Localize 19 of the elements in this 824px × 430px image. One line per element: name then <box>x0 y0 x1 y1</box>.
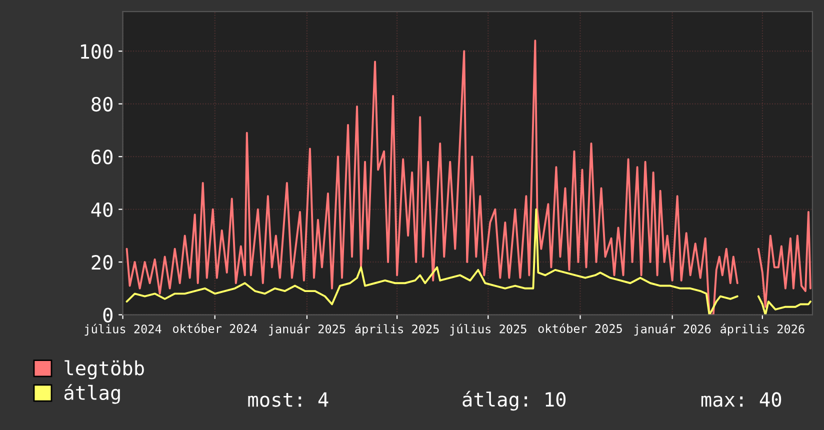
x-tick-label: október 2024 <box>173 323 257 333</box>
text: átlag: 10 <box>462 390 566 411</box>
x-tick-label: április 2025 <box>355 324 439 336</box>
text: most: 4 <box>248 392 328 407</box>
legend-label: átlag <box>64 384 120 404</box>
y-tick-label: 0 <box>103 308 112 322</box>
x-tick-label: április 2026 <box>720 324 804 336</box>
x-tick-label: január 2026 <box>634 324 711 336</box>
x-tick-label: július 2025 <box>450 324 526 336</box>
y-tick-label: 80 <box>92 96 112 112</box>
x-tick-label: október 2025 <box>538 323 622 333</box>
y-tick-label: 100 <box>80 44 112 59</box>
x-tick-label: január 2025 <box>268 324 346 336</box>
y-tick-label: 40 <box>91 202 112 218</box>
x-tick-label: július 2024 <box>84 324 162 336</box>
legend-label: legtöbb <box>64 360 144 380</box>
y-tick-label: 20 <box>92 255 112 270</box>
y-tick-label: 60 <box>92 150 112 164</box>
text: max: 40 <box>701 392 782 407</box>
